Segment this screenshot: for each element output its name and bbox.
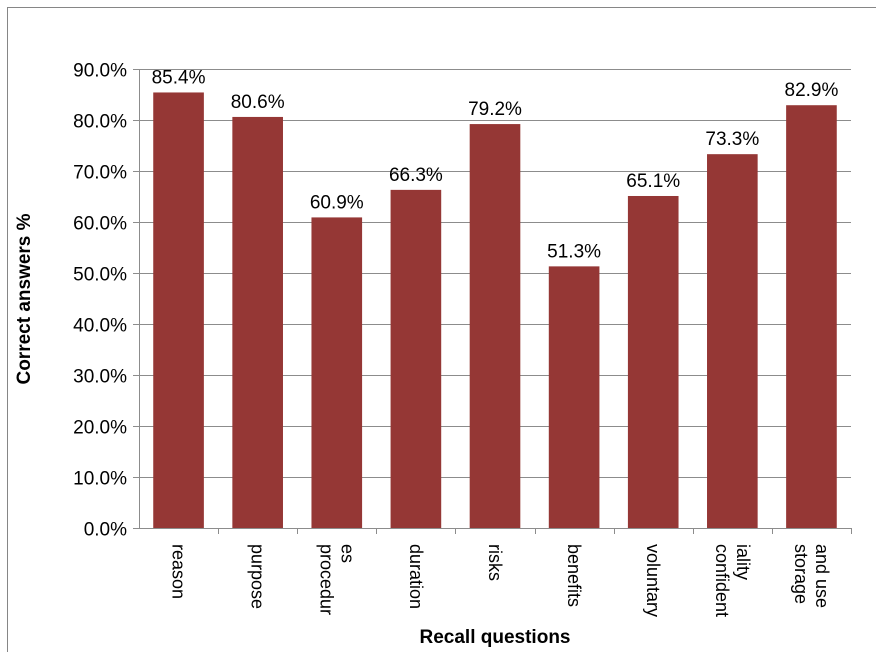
- x-tick-label: benefits: [564, 544, 584, 607]
- bar: [469, 124, 521, 528]
- bars: [153, 92, 837, 529]
- y-tick-label: 30.0%: [73, 367, 127, 388]
- x-tick-label-line: duration: [406, 544, 426, 609]
- bar: [707, 154, 758, 529]
- y-tick-label: 50.0%: [73, 265, 127, 286]
- y-tick-label: 60.0%: [73, 214, 127, 235]
- x-tick-label: reason: [169, 544, 189, 599]
- labels: 0.0% 10.0% 20.0% 30.0% 40.0% 50.0% 60.0% 70.0% 8…: [73, 61, 838, 618]
- x-tick-label: risks: [485, 544, 505, 581]
- axes: [133, 69, 852, 534]
- y-tick-label: 80.0%: [73, 112, 127, 133]
- x-tick-label: procedur es: [316, 544, 357, 615]
- bar: [232, 116, 283, 528]
- x-tick-label-line: procedur: [316, 544, 336, 615]
- x-axis-title: Recall questions: [420, 627, 571, 648]
- x-tick-label: voluntary: [643, 544, 663, 617]
- bar: [627, 195, 679, 529]
- data-label: 73.3%: [705, 129, 759, 150]
- data-label: 80.6%: [231, 92, 285, 113]
- y-tick-label: 0.0%: [84, 520, 127, 541]
- data-label: 60.9%: [310, 192, 364, 213]
- y-tick-label: 10.0%: [73, 469, 127, 490]
- x-tick-label-line: confident: [712, 544, 732, 617]
- x-tick-label-line: benefits: [564, 544, 584, 607]
- y-tick-label: 90.0%: [73, 61, 127, 82]
- bar: [390, 189, 442, 528]
- data-label: 79.2%: [468, 99, 522, 120]
- x-tick-label: purpose: [248, 544, 268, 609]
- x-tick-label: storage and use: [791, 544, 832, 608]
- chart-frame: [7, 7, 876, 652]
- bar: [786, 105, 837, 529]
- y-axis-title: Correct answers %: [14, 213, 35, 384]
- bar: [311, 217, 363, 528]
- y-tick-label: 20.0%: [73, 418, 127, 439]
- x-tick-label-line: purpose: [248, 544, 268, 609]
- data-label: 85.4%: [152, 67, 206, 88]
- x-tick-label: confident iality: [712, 544, 753, 617]
- x-tick-label-line: risks: [485, 544, 505, 581]
- y-tick-label: 70.0%: [73, 163, 127, 184]
- x-tick-label-line: iality: [733, 544, 753, 580]
- x-tick-label-line: voluntary: [643, 544, 663, 617]
- data-label: 82.9%: [785, 80, 839, 101]
- x-tick-label-line: es: [337, 544, 357, 563]
- data-label: 66.3%: [389, 165, 443, 186]
- bar: [153, 92, 204, 529]
- x-tick-label: duration: [406, 544, 426, 609]
- data-label: 51.3%: [547, 241, 601, 262]
- x-tick-label-line: and use: [812, 544, 832, 608]
- x-tick-label-line: reason: [169, 544, 189, 599]
- data-label: 65.1%: [626, 171, 680, 192]
- y-tick-label: 40.0%: [73, 316, 127, 337]
- x-tick-label-line: storage: [791, 544, 811, 604]
- bar: [548, 266, 600, 528]
